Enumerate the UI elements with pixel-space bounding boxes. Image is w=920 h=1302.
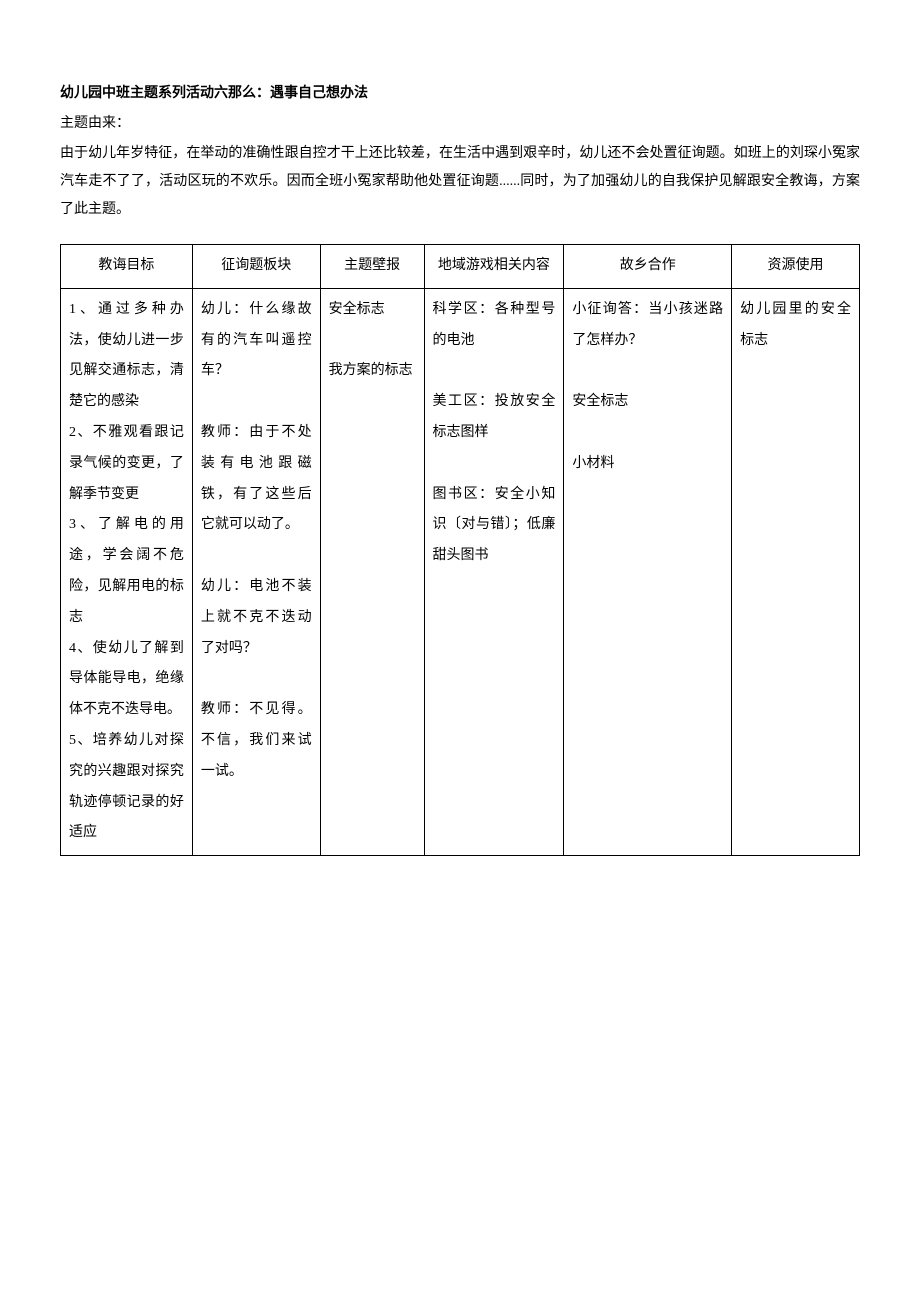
header-cell: 资源使用 — [732, 245, 860, 289]
cell-cooperation: 小征询答：当小孩迷路了怎样办？ 安全标志 小材料 — [564, 288, 732, 855]
theme-table: 教诲目标 征询题板块 主题壁报 地域游戏相关内容 故乡合作 资源使用 1、通过多… — [60, 244, 860, 856]
header-cell: 征询题板块 — [192, 245, 320, 289]
table-header-row: 教诲目标 征询题板块 主题壁报 地域游戏相关内容 故乡合作 资源使用 — [61, 245, 860, 289]
document-title: 幼儿园中班主题系列活动六那么：遇事自己想办法 — [60, 80, 860, 108]
header-cell: 地域游戏相关内容 — [424, 245, 564, 289]
cell-questions: 幼儿：什么缘故有的汽车叫遥控车？ 教师：由于不处装有电池跟磁铁，有了这些后它就可… — [192, 288, 320, 855]
cell-resources: 幼儿园里的安全标志 — [732, 288, 860, 855]
subtitle: 主题由来： — [60, 110, 860, 138]
header-cell: 主题壁报 — [320, 245, 424, 289]
table-row: 1、通过多种办法，使幼儿进一步见解交通标志，清楚它的感染 2、不雅观看跟记录气候… — [61, 288, 860, 855]
cell-games: 科学区：各种型号的电池 美工区：投放安全标志图样 图书区：安全小知识〔对与错〕；… — [424, 288, 564, 855]
header-cell: 故乡合作 — [564, 245, 732, 289]
cell-goals: 1、通过多种办法，使幼儿进一步见解交通标志，清楚它的感染 2、不雅观看跟记录气候… — [61, 288, 193, 855]
cell-wallpaper: 安全标志 我方案的标志 — [320, 288, 424, 855]
intro-paragraph: 由于幼儿年岁特征，在举动的准确性跟自控才干上还比较差，在生活中遇到艰辛时，幼儿还… — [60, 140, 860, 224]
header-cell: 教诲目标 — [61, 245, 193, 289]
